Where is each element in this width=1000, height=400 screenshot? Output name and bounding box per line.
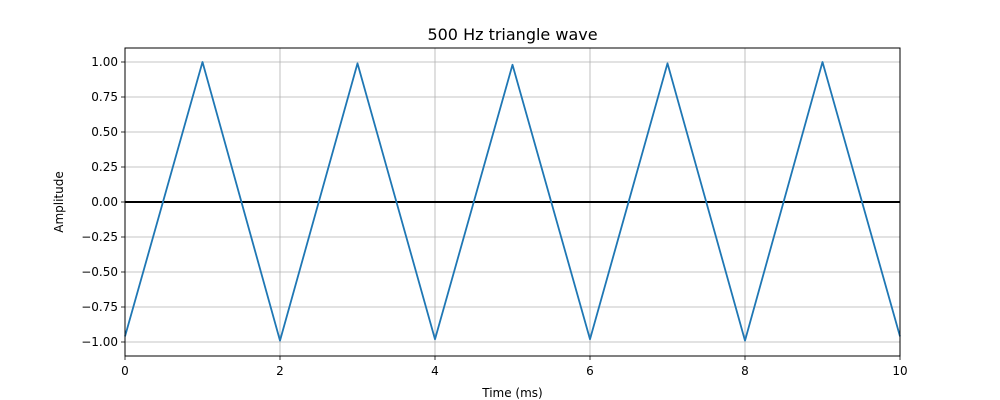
y-tick-label: 0.75 bbox=[91, 90, 118, 104]
x-axis: 0 2 4 6 8 10 bbox=[121, 356, 908, 378]
plot-lines bbox=[124, 61, 901, 342]
y-tick-label: 0.25 bbox=[91, 160, 118, 174]
x-tick-label: 10 bbox=[892, 364, 907, 378]
y-tick-label: 1.00 bbox=[91, 55, 118, 69]
x-tick-label: 4 bbox=[431, 364, 439, 378]
chart-title: 500 Hz triangle wave bbox=[427, 25, 597, 44]
y-tick-label: 0.00 bbox=[91, 195, 118, 209]
y-tick-label: −0.75 bbox=[81, 300, 118, 314]
x-axis-title: Time (ms) bbox=[481, 386, 543, 400]
y-axis-title: Amplitude bbox=[52, 171, 66, 233]
y-tick-label: 0.50 bbox=[91, 125, 118, 139]
x-tick-label: 8 bbox=[741, 364, 749, 378]
y-axis: −1.00 −0.75 −0.50 −0.25 0.00 0.25 0.50 0.75 1.00 bbox=[81, 55, 125, 349]
x-tick-label: 0 bbox=[121, 364, 129, 378]
y-tick-label: −1.00 bbox=[81, 335, 118, 349]
y-tick-label: −0.25 bbox=[81, 230, 118, 244]
x-tick-label: 6 bbox=[586, 364, 594, 378]
triangle-wave-line bbox=[124, 61, 901, 342]
x-tick-label: 2 bbox=[276, 364, 284, 378]
y-tick-label: −0.50 bbox=[81, 265, 118, 279]
